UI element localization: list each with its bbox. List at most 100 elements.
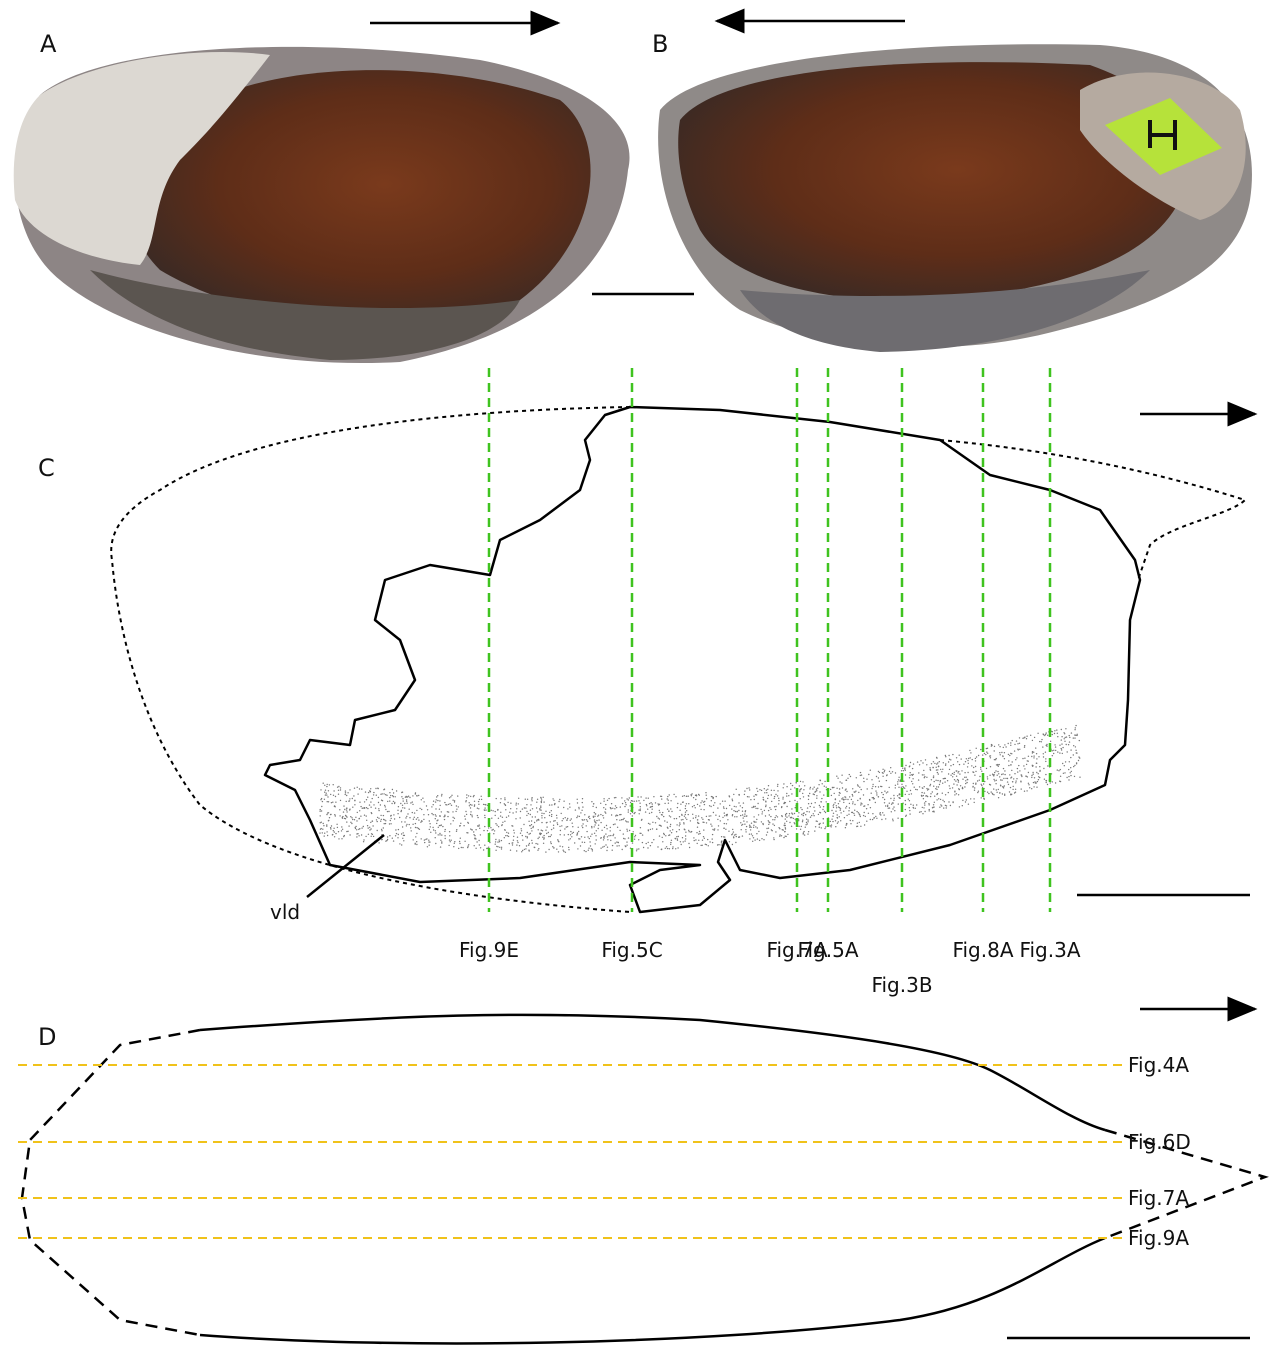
section-label: Fig.5A (797, 938, 858, 962)
stipple-dot (804, 785, 806, 787)
stipple-dot (831, 809, 833, 812)
stipple-dot (738, 794, 740, 796)
stipple-dot (940, 768, 942, 771)
stipple-dot (890, 772, 892, 774)
stipple-dot (567, 808, 569, 810)
stipple-dot (494, 843, 496, 845)
stipple-dot (839, 781, 841, 783)
stipple-dot (566, 819, 568, 821)
stipple-dot (1020, 788, 1022, 790)
stipple-dot (736, 816, 738, 818)
stipple-dot (400, 810, 402, 813)
stipple-dot (812, 788, 814, 790)
stipple-dot (526, 814, 528, 817)
stipple-dot (627, 821, 629, 823)
stipple-dot (661, 798, 663, 800)
stipple-dot (525, 848, 527, 850)
stipple-dot (1070, 767, 1072, 769)
stipple-dot (708, 805, 711, 807)
stipple-dot (1030, 734, 1032, 736)
stipple-dot (991, 773, 994, 775)
stipple-dot (733, 834, 736, 836)
stipple-dot (587, 849, 589, 851)
stipple-dot (929, 769, 932, 771)
stipple-dot (836, 817, 839, 819)
stipple-dot (994, 771, 996, 774)
stipple-dot (609, 830, 611, 832)
stipple-dot (1067, 744, 1070, 746)
stipple-dot (552, 846, 554, 848)
stipple-dot (389, 796, 391, 799)
stipple-dot (346, 807, 348, 809)
stipple-dot (954, 790, 956, 792)
stipple-dot (416, 795, 418, 797)
stipple-dot (784, 827, 786, 829)
stipple-dot (823, 785, 825, 787)
stipple-dot (904, 774, 907, 776)
stipple-dot (459, 842, 461, 845)
stipple-dot (471, 804, 473, 806)
stipple-dot (647, 847, 649, 849)
stipple-dot (809, 805, 811, 808)
stipple-dot (380, 793, 382, 795)
stipple-dot (1004, 793, 1006, 795)
stipple-dot (662, 811, 664, 814)
stipple-dot (446, 811, 449, 813)
stipple-dot (326, 813, 328, 816)
stipple-dot (911, 767, 914, 770)
stipple-dot (402, 837, 404, 839)
stipple-dot (365, 799, 368, 801)
stipple-dot (370, 801, 372, 803)
stipple-dot (654, 802, 657, 804)
stipple-dot (703, 829, 705, 831)
stipple-dot (578, 806, 580, 809)
stipple-dot (995, 770, 997, 772)
stipple-dot (571, 836, 573, 838)
stipple-dot (594, 824, 596, 826)
stipple-dot (688, 831, 690, 833)
stipple-dot (952, 776, 954, 778)
stipple-dot (332, 830, 334, 832)
stipple-dot (523, 807, 526, 809)
stipple-dot (703, 837, 705, 839)
stipple-dot (815, 788, 818, 790)
stipple-dot (438, 808, 441, 810)
stipple-dot (1057, 751, 1059, 753)
stipple-dot (901, 783, 903, 785)
stipple-dot (882, 812, 884, 814)
stipple-dot (869, 818, 871, 821)
stipple-dot (702, 836, 705, 838)
stipple-dot (333, 790, 335, 792)
stipple-dot (614, 823, 616, 825)
stipple-dot (738, 802, 740, 804)
stipple-dot (402, 800, 404, 802)
stipple-dot (390, 794, 392, 797)
stipple-dot (968, 757, 970, 760)
stipple-dot (321, 832, 323, 834)
stipple-dot (466, 797, 468, 799)
stipple-dot (486, 847, 488, 850)
stipple-dot (537, 837, 539, 840)
stipple-dot (948, 754, 950, 757)
stipple-dot (490, 827, 492, 829)
stipple-dot (1064, 761, 1067, 763)
stipple-dot (536, 798, 539, 800)
stipple-dot (770, 815, 772, 818)
reconstructed-outline (110, 406, 1247, 913)
stipple-dot (664, 802, 666, 805)
stipple-dot (368, 804, 371, 806)
stipple-dot (530, 824, 533, 826)
stipple-dot (767, 788, 769, 790)
stipple-dot (755, 821, 757, 823)
stipple-dot (834, 820, 837, 822)
stipple-dot (926, 787, 928, 790)
stipple-dot (416, 841, 418, 843)
panel-label: A (40, 30, 57, 58)
stipple-dot (383, 789, 385, 791)
stipple-dot (819, 811, 821, 814)
stipple-dot (1003, 758, 1006, 760)
stipple-dot (488, 846, 490, 848)
stipple-dot (720, 844, 722, 846)
stipple-dot (936, 763, 938, 765)
stipple-dot (947, 773, 950, 775)
